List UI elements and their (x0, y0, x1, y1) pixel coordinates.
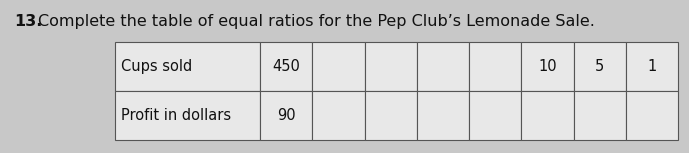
Bar (312, 42, 364, 91)
Text: Cups sold: Cups sold (121, 59, 192, 74)
Bar (364, 42, 417, 91)
Bar (573, 42, 626, 91)
Text: 5: 5 (595, 59, 604, 74)
Bar (522, 42, 573, 91)
Bar (312, 91, 364, 140)
Text: Profit in dollars: Profit in dollars (121, 108, 231, 123)
Bar (573, 91, 626, 140)
Bar (417, 91, 469, 140)
Bar (522, 91, 573, 140)
Text: 10: 10 (538, 59, 557, 74)
Bar (364, 91, 417, 140)
Text: 1: 1 (647, 59, 657, 74)
Bar (260, 91, 312, 140)
Text: Complete the table of equal ratios for the Pep Club’s Lemonade Sale.: Complete the table of equal ratios for t… (38, 14, 595, 29)
Bar (469, 42, 522, 91)
Bar (115, 42, 260, 91)
Bar (469, 91, 522, 140)
Bar (115, 91, 260, 140)
Bar (626, 42, 678, 91)
Text: 450: 450 (272, 59, 300, 74)
Text: 90: 90 (277, 108, 296, 123)
Bar (417, 42, 469, 91)
Bar (626, 91, 678, 140)
Bar (260, 42, 312, 91)
Text: 13.: 13. (14, 14, 43, 29)
